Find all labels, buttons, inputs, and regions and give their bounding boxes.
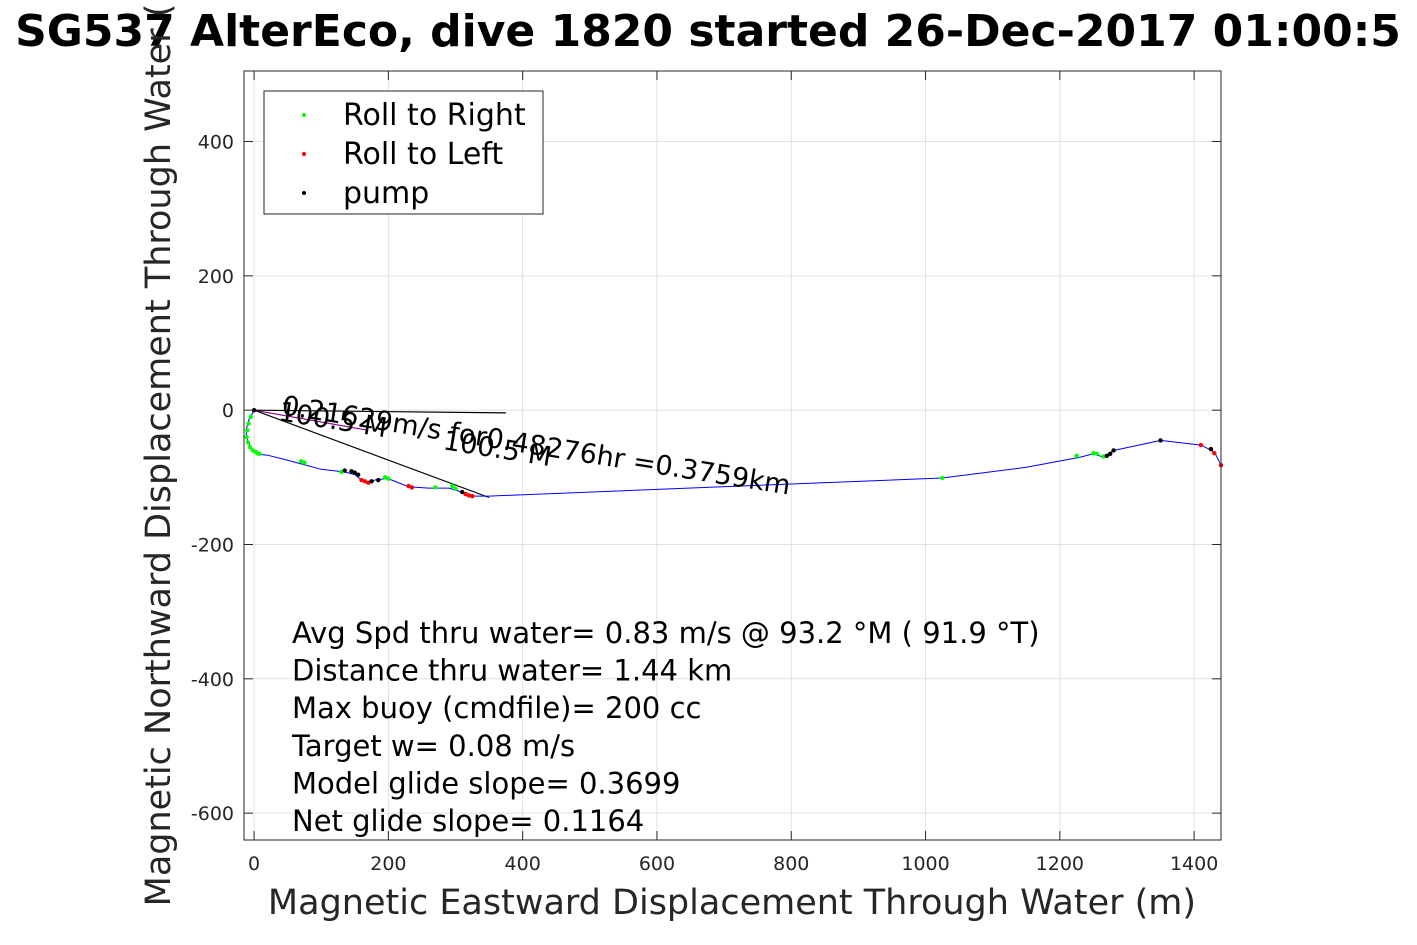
roll-right-point: [257, 451, 262, 457]
x-tick-label: 0: [248, 853, 260, 875]
y-tick-label: 0: [222, 400, 234, 422]
x-tick-label: 400: [505, 853, 541, 875]
roll-left-point: [470, 493, 475, 499]
legend-label: Roll to Right: [343, 98, 526, 133]
roll-right-point: [302, 460, 307, 465]
y-tick-label: -200: [191, 534, 234, 556]
pump-point: [1108, 451, 1113, 457]
roll-right-point: [298, 459, 304, 464]
pump-point: [355, 472, 361, 477]
roll-right-point: [382, 475, 388, 480]
stats-line: Max buoy (cmdfile)= 200 cc: [292, 691, 701, 725]
legend-label: pump: [343, 176, 429, 211]
roll-right-point: [449, 483, 455, 489]
y-tick-label: 200: [198, 266, 234, 288]
pump-point: [1158, 438, 1163, 443]
series-layer: [244, 407, 1224, 499]
legend-box: [263, 90, 544, 215]
roll-right-point: [386, 476, 391, 481]
roll-right-point: [1074, 453, 1079, 459]
y-tick-label: 400: [198, 132, 234, 154]
glide-line-2: [253, 409, 369, 431]
stats-line: Distance thru water= 1.44 km: [292, 654, 732, 688]
pump-point: [349, 469, 354, 474]
stats-annotations: Avg Spd thru water= 0.83 m/s @ 93.2 °M (…: [291, 616, 1040, 838]
roll-left-point: [463, 491, 468, 497]
pump-point: [1208, 446, 1214, 452]
pump-point: [1104, 453, 1110, 459]
roll-left-point: [1198, 442, 1204, 448]
glide-line: [253, 409, 490, 499]
legend-label: Roll to Left: [343, 137, 503, 172]
legend: Roll to Right Roll to Left pump: [263, 90, 544, 215]
roll-left-point: [362, 479, 368, 484]
stats-line: Target w= 0.08 m/s: [291, 729, 575, 763]
roll-left-point: [359, 477, 364, 483]
pump-point: [251, 407, 257, 413]
stats-line: Avg Spd thru water= 0.83 m/s @ 93.2 °M (…: [292, 616, 1040, 650]
roll-right-point: [248, 414, 253, 420]
roll-right-point: [244, 434, 249, 440]
pump-point: [342, 468, 347, 473]
pump-point: [1111, 448, 1116, 453]
roll-right-point: [1101, 454, 1106, 459]
roll-right-point: [433, 485, 438, 490]
y-axis-label: Magnetic Northward Displacement Through …: [139, 4, 179, 907]
roll-right-point: [453, 486, 458, 491]
roll-right-point: [247, 444, 253, 450]
x-axis-label: Magnetic Eastward Displacement Through W…: [268, 883, 1196, 923]
roll-right-point: [245, 428, 250, 433]
roll-left-point: [409, 485, 415, 490]
pump-point: [369, 479, 374, 484]
x-tick-label: 1400: [1170, 853, 1218, 875]
roll-right-point: [940, 475, 945, 481]
legend-marker: [302, 191, 306, 195]
x-tick-label: 800: [773, 853, 809, 875]
legend-marker: [302, 113, 306, 117]
x-tick-label: 600: [639, 853, 675, 875]
chart-title: SG537 AlterEco, dive 1820 started 26-Dec…: [15, 6, 1401, 57]
roll-right-point: [245, 440, 251, 445]
roll-left-point: [466, 493, 472, 498]
grid-lines: [244, 71, 1221, 840]
x-tick-label: 1200: [1036, 853, 1084, 875]
roll-left-point: [1212, 450, 1217, 456]
roll-right-point: [246, 421, 251, 426]
pump-point: [352, 470, 357, 475]
axes-frame: [243, 70, 1222, 841]
depth-average-current-line: [254, 409, 506, 414]
roll-left-point: [406, 483, 411, 489]
x-tick-label: 200: [370, 853, 406, 875]
stats-line: Model glide slope= 0.3699: [292, 766, 680, 800]
pump-point: [376, 477, 381, 483]
x-tick-label: 1000: [901, 853, 949, 875]
roll-right-point: [1094, 451, 1099, 457]
pump-point: [460, 489, 465, 495]
y-tick-label: -600: [191, 803, 234, 825]
ticks: 0 200 400 600 800 1000 1200 1400 400 200 0 -200 -400…: [191, 71, 1221, 875]
legend-marker: [302, 152, 306, 156]
roll-left-point: [366, 480, 371, 485]
y-tick-label: -400: [191, 669, 234, 691]
roll-right-point: [339, 469, 344, 475]
stats-line: Net glide slope= 0.1164: [292, 804, 644, 838]
roll-right-point: [1091, 450, 1096, 456]
